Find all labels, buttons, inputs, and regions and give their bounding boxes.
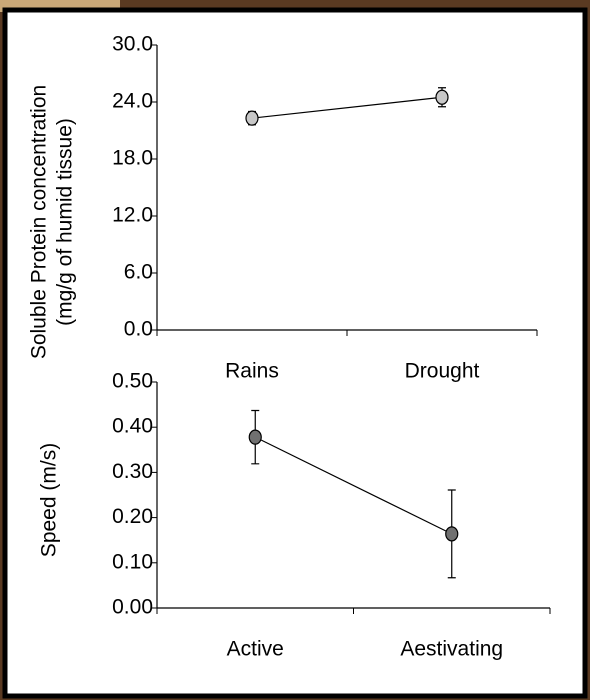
y-tick-label: 0.10 [112, 550, 153, 573]
y-tick-label: 0.00 [112, 596, 153, 619]
y-tick-label: 0.40 [112, 415, 153, 438]
y-tick-label: 12.0 [112, 204, 153, 227]
data-point [446, 527, 458, 541]
x-tick-label: Aestivating [400, 638, 503, 661]
y-tick-label: 0.0 [124, 318, 153, 341]
y-tick-label: 6.0 [124, 261, 153, 284]
y-tick-label: 30.0 [112, 33, 153, 56]
x-tick-label: Active [227, 638, 284, 661]
data-point [246, 111, 258, 125]
data-point [249, 430, 261, 444]
x-tick-label: Drought [405, 360, 480, 383]
figure: 0.0 6.0 12.0 18.0 24.0 30.0 Rains Drought Solubl… [0, 0, 590, 700]
y-axis-title: Speed (m/s) [38, 443, 61, 557]
y-tick-label: 24.0 [112, 90, 153, 113]
y-tick-label: 0.30 [112, 460, 153, 483]
x-tick-label: Rains [225, 360, 279, 383]
data-point [436, 90, 448, 104]
y-tick-label: 0.20 [112, 505, 153, 528]
y-axis-title: Soluble Protein concentration [28, 85, 51, 359]
y-tick-label: 18.0 [112, 147, 153, 170]
y-tick-label: 0.50 [112, 370, 153, 393]
y-axis-title: (mg/g of humid tissue) [54, 118, 77, 326]
page: 0.0 6.0 12.0 18.0 24.0 30.0 Rains Drought Solubl… [0, 0, 590, 700]
